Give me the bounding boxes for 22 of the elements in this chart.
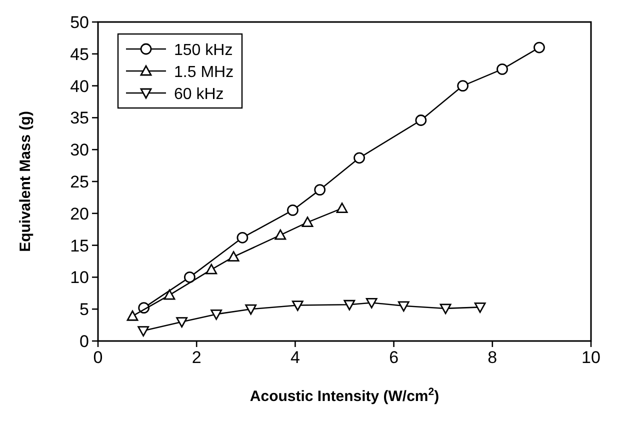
y-tick-label: 45 <box>70 44 89 64</box>
y-tick-label: 20 <box>70 204 89 224</box>
y-tick-label: 15 <box>70 236 89 256</box>
x-tick-label: 4 <box>290 348 300 367</box>
y-tick-label: 25 <box>70 172 89 192</box>
legend-label: 60 kHz <box>174 86 224 103</box>
y-tick-label: 50 <box>70 13 89 32</box>
x-axis-title: Acoustic Intensity (W/cm$^{2}$) <box>250 386 440 405</box>
y-tick-label: 10 <box>70 268 89 288</box>
x-tick-label: 8 <box>488 348 498 367</box>
y-tick-label: 40 <box>70 76 89 96</box>
y-tick-label: 0 <box>80 332 89 351</box>
y-tick-label: 35 <box>70 108 89 128</box>
y-axis-title: Equivalent Mass (g) <box>17 111 34 252</box>
x-tick-label: 0 <box>93 348 103 367</box>
x-tick-label: 6 <box>389 348 399 367</box>
legend-label: 1.5 MHz <box>174 64 234 81</box>
x-tick-label: 2 <box>192 348 202 367</box>
y-tick-label: 5 <box>80 300 89 320</box>
x-tick-label: 10 <box>582 348 600 367</box>
y-tick-label: 30 <box>70 140 89 160</box>
legend-label: 150 kHz <box>174 42 233 59</box>
